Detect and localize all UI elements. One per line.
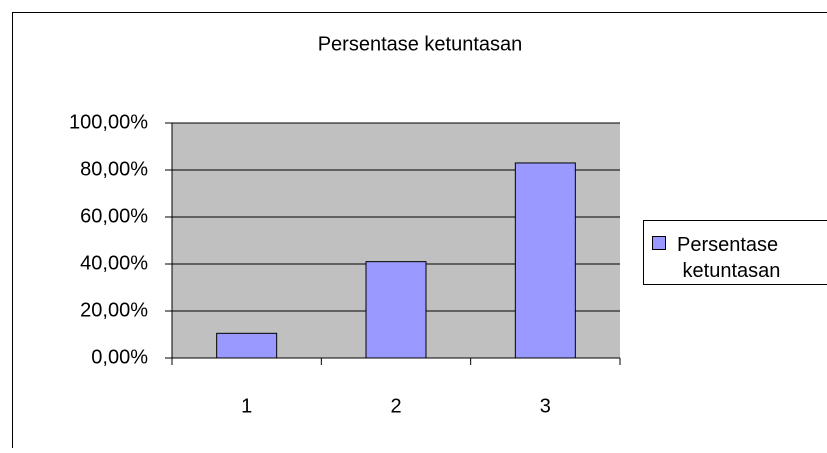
bar [515,163,575,358]
y-tick-label: 80,00% [80,158,148,180]
chart-title: Persentase ketuntasan [318,33,523,55]
y-tick-label: 40,00% [80,252,148,274]
y-tick-label: 100,00% [69,111,148,133]
y-tick-label: 60,00% [80,205,148,227]
y-tick-label: 20,00% [80,299,148,321]
legend-swatch [653,237,666,250]
bar [217,333,277,358]
x-tick-label: 2 [390,395,401,417]
x-tick-label: 3 [540,395,551,417]
y-tick-label: 0,00% [91,346,148,368]
x-tick-label: 1 [241,395,252,417]
bar [366,262,426,358]
